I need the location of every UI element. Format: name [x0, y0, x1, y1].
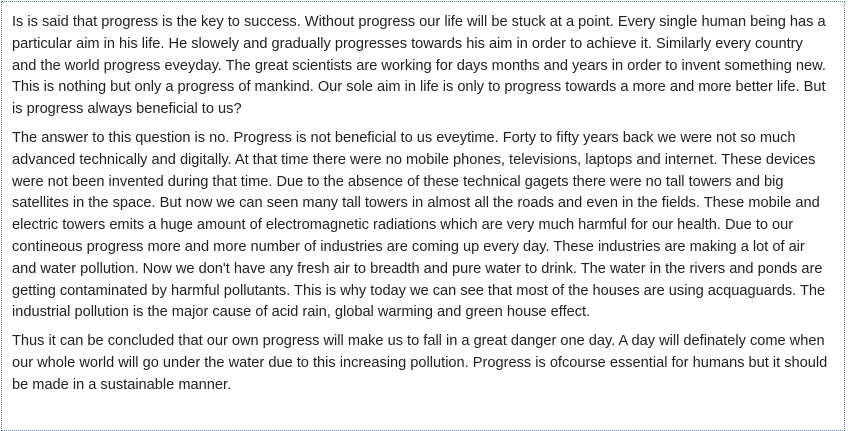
essay-content: Is is said that progress is the key to s… [2, 2, 844, 397]
paragraph-1: Is is said that progress is the key to s… [12, 14, 826, 118]
paragraph-2: The answer to this question is no. Progr… [12, 129, 826, 321]
paragraph-3: Thus it can be concluded that our own pr… [12, 333, 828, 393]
